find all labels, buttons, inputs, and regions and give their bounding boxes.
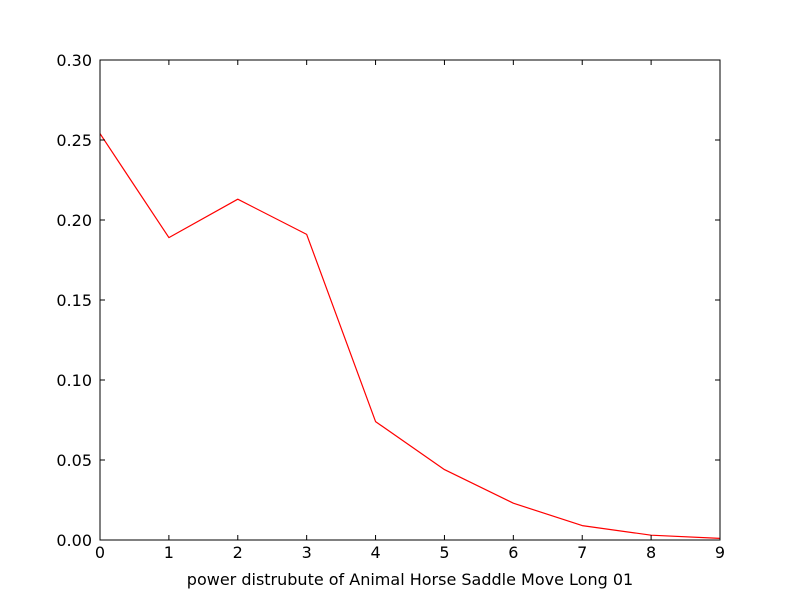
series-layer [99, 133, 721, 539]
x-tick-label: 1 [164, 543, 174, 562]
y-tick-label: 0.10 [56, 371, 92, 390]
y-tick-labels: 0.00 0.05 0.10 0.15 0.20 0.25 0.30 [56, 51, 92, 550]
y-tick-label: 0.30 [56, 51, 92, 70]
y-tick-label: 0.20 [56, 211, 92, 230]
y-tick-label: 0.25 [56, 131, 92, 150]
x-tick-label: 2 [233, 543, 243, 562]
x-tick-label: 8 [646, 543, 656, 562]
x-tick-label: 3 [302, 543, 312, 562]
y-tick-label: 0.05 [56, 451, 92, 470]
x-tick-labels: 0 1 2 3 4 5 6 7 8 9 [95, 543, 725, 562]
x-tick-label: 6 [508, 543, 518, 562]
x-tick-label: 4 [370, 543, 380, 562]
y-tick-label: 0.00 [56, 531, 92, 550]
x-tick-label: 5 [439, 543, 449, 562]
x-tick-label: 0 [95, 543, 105, 562]
ticks-layer [99, 59, 721, 541]
x-tick-label: 9 [715, 543, 725, 562]
x-axis-label: power distrubute of Animal Horse Saddle … [187, 570, 633, 589]
x-tick-label: 7 [577, 543, 587, 562]
y-tick-label: 0.15 [56, 291, 92, 310]
series-line-0 [99, 133, 721, 539]
